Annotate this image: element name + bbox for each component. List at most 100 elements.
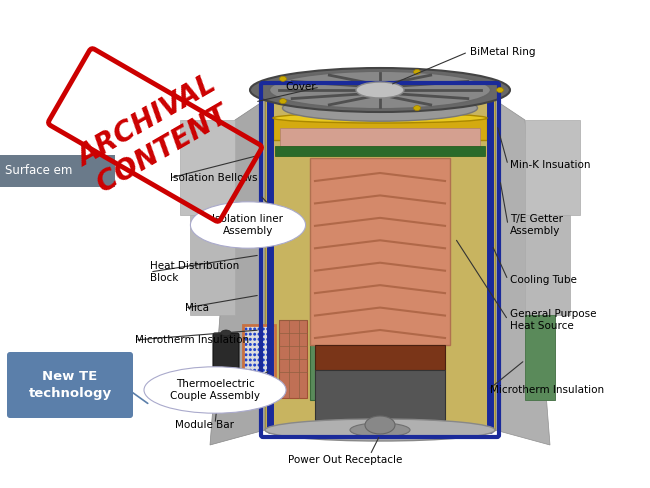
Ellipse shape	[262, 353, 265, 356]
Text: Mica: Mica	[185, 303, 209, 313]
Bar	[525, 120, 580, 215]
Ellipse shape	[249, 333, 252, 336]
Ellipse shape	[266, 353, 269, 356]
Bar	[243, 325, 275, 400]
Ellipse shape	[257, 374, 261, 377]
Ellipse shape	[244, 384, 248, 387]
Ellipse shape	[257, 379, 261, 382]
Text: Thermoelectric
Couple Assembly: Thermoelectric Couple Assembly	[170, 379, 260, 401]
Ellipse shape	[249, 343, 252, 346]
Text: New TE
technology: New TE technology	[29, 370, 112, 400]
Ellipse shape	[257, 338, 261, 341]
Ellipse shape	[244, 338, 248, 341]
Ellipse shape	[244, 394, 248, 398]
Ellipse shape	[262, 338, 265, 341]
Ellipse shape	[262, 333, 265, 336]
Ellipse shape	[283, 95, 478, 121]
Ellipse shape	[253, 333, 256, 336]
Text: General Purpose
Heat Source: General Purpose Heat Source	[510, 309, 597, 331]
Ellipse shape	[270, 338, 274, 341]
Bar	[280, 128, 480, 146]
Ellipse shape	[244, 379, 248, 382]
Bar	[273, 118, 487, 140]
Ellipse shape	[249, 353, 252, 356]
Ellipse shape	[262, 374, 265, 377]
Ellipse shape	[270, 348, 274, 351]
Ellipse shape	[253, 327, 256, 330]
Bar	[275, 146, 485, 156]
FancyBboxPatch shape	[213, 333, 239, 402]
Text: Heat Distribution
Block: Heat Distribution Block	[150, 261, 239, 283]
Ellipse shape	[244, 343, 248, 346]
Polygon shape	[495, 100, 550, 445]
Ellipse shape	[266, 389, 269, 392]
Ellipse shape	[266, 384, 269, 387]
Ellipse shape	[266, 327, 269, 330]
Ellipse shape	[270, 394, 274, 398]
Ellipse shape	[257, 369, 261, 372]
Ellipse shape	[257, 384, 261, 387]
Bar	[525, 315, 555, 400]
Ellipse shape	[250, 68, 510, 112]
Ellipse shape	[253, 343, 256, 346]
Text: Cooling Tube: Cooling Tube	[510, 275, 577, 285]
Ellipse shape	[244, 374, 248, 377]
Ellipse shape	[266, 379, 269, 382]
Ellipse shape	[270, 374, 274, 377]
Text: Isolation Bellows: Isolation Bellows	[170, 173, 257, 183]
Text: Isolation liner
Assembly: Isolation liner Assembly	[213, 214, 283, 236]
Ellipse shape	[253, 384, 256, 387]
Ellipse shape	[262, 348, 265, 351]
Ellipse shape	[257, 364, 261, 366]
Ellipse shape	[249, 369, 252, 372]
Ellipse shape	[244, 364, 248, 366]
Ellipse shape	[257, 389, 261, 392]
Ellipse shape	[266, 343, 269, 346]
Ellipse shape	[270, 384, 274, 387]
Ellipse shape	[265, 419, 495, 441]
Ellipse shape	[244, 353, 248, 356]
Ellipse shape	[270, 353, 274, 356]
Ellipse shape	[266, 374, 269, 377]
Ellipse shape	[270, 369, 274, 372]
Text: Module Bar: Module Bar	[175, 420, 234, 430]
Ellipse shape	[253, 374, 256, 377]
Ellipse shape	[266, 358, 269, 362]
Ellipse shape	[257, 333, 261, 336]
Ellipse shape	[365, 416, 395, 434]
Bar	[310, 158, 450, 345]
Ellipse shape	[257, 358, 261, 362]
Ellipse shape	[497, 87, 504, 93]
Ellipse shape	[257, 394, 261, 398]
Bar	[315, 345, 445, 370]
Ellipse shape	[350, 423, 410, 437]
Ellipse shape	[266, 394, 269, 398]
Ellipse shape	[280, 76, 287, 81]
Ellipse shape	[266, 333, 269, 336]
Ellipse shape	[249, 389, 252, 392]
Ellipse shape	[221, 330, 231, 336]
Ellipse shape	[249, 374, 252, 377]
Ellipse shape	[270, 379, 274, 382]
Ellipse shape	[270, 71, 491, 109]
Ellipse shape	[253, 369, 256, 372]
Ellipse shape	[262, 384, 265, 387]
Ellipse shape	[262, 394, 265, 398]
Bar	[265, 90, 495, 430]
Bar	[190, 215, 235, 315]
Ellipse shape	[262, 358, 265, 362]
Ellipse shape	[262, 379, 265, 382]
Ellipse shape	[262, 369, 265, 372]
Ellipse shape	[270, 343, 274, 346]
Ellipse shape	[266, 338, 269, 341]
Ellipse shape	[262, 327, 265, 330]
Bar	[525, 315, 555, 400]
Bar	[279, 320, 307, 398]
Text: Microtherm Insulation: Microtherm Insulation	[490, 385, 604, 395]
Ellipse shape	[249, 358, 252, 362]
Bar	[180, 120, 235, 215]
Ellipse shape	[244, 358, 248, 362]
FancyBboxPatch shape	[7, 352, 133, 418]
Text: Power Out Receptacle: Power Out Receptacle	[288, 455, 402, 465]
Ellipse shape	[244, 369, 248, 372]
